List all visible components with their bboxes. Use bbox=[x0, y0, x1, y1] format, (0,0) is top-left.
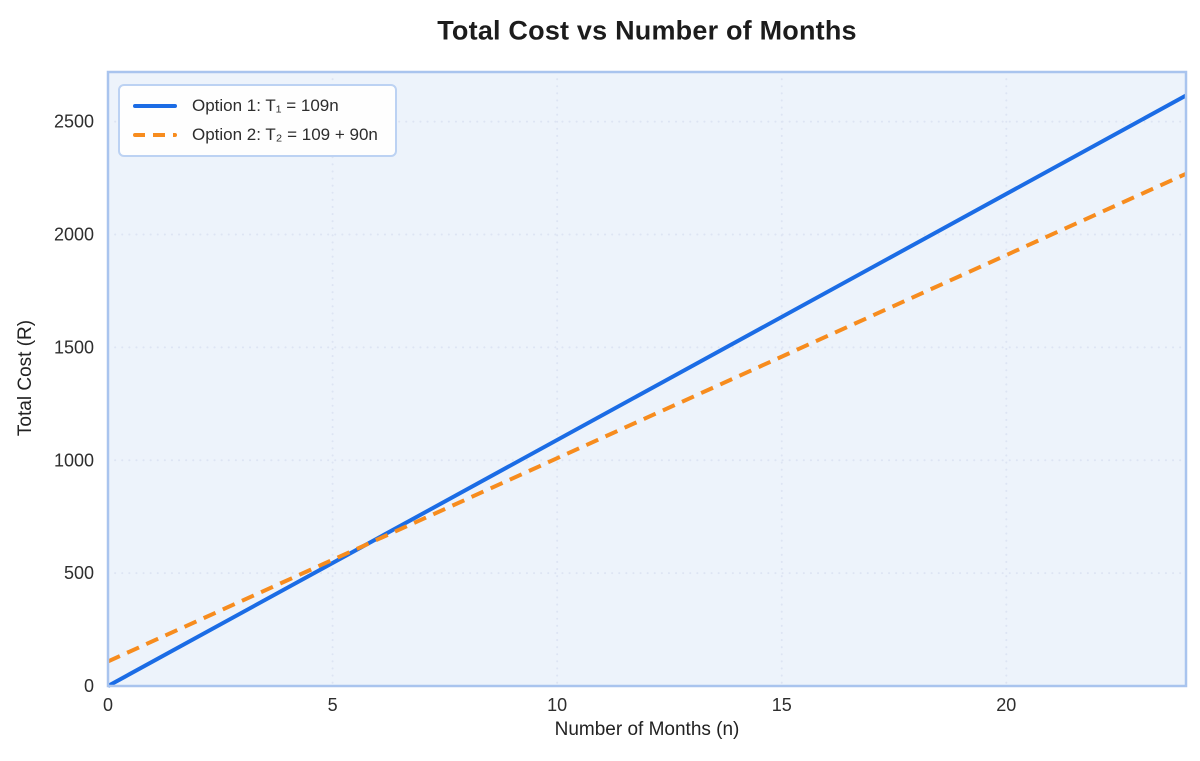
legend-dashed-line-swatch bbox=[133, 133, 177, 137]
svg-text:0: 0 bbox=[103, 695, 113, 715]
svg-text:2500: 2500 bbox=[54, 112, 94, 132]
legend-item-option1: Option 1: T₁ = 109n bbox=[133, 96, 378, 116]
svg-text:2000: 2000 bbox=[54, 225, 94, 245]
svg-text:15: 15 bbox=[772, 695, 792, 715]
svg-text:10: 10 bbox=[547, 695, 567, 715]
svg-text:500: 500 bbox=[64, 563, 94, 583]
svg-text:1000: 1000 bbox=[54, 450, 94, 470]
legend-label-option1: Option 1: T₁ = 109n bbox=[192, 96, 339, 115]
legend-solid-line-swatch bbox=[133, 104, 177, 108]
svg-text:5: 5 bbox=[328, 695, 338, 715]
svg-text:20: 20 bbox=[996, 695, 1016, 715]
x-axis-label: Number of Months (n) bbox=[554, 719, 740, 740]
legend: Option 1: T₁ = 109n Option 2: T₂ = 109 +… bbox=[118, 84, 397, 157]
svg-text:1500: 1500 bbox=[54, 337, 94, 357]
y-axis-label: Total Cost (R) bbox=[15, 319, 36, 437]
legend-label-option2: Option 2: T₂ = 109 + 90n bbox=[192, 125, 378, 144]
legend-item-option2: Option 2: T₂ = 109 + 90n bbox=[133, 125, 378, 145]
svg-text:0: 0 bbox=[84, 676, 94, 696]
chart-title: Total Cost vs Number of Months bbox=[437, 15, 857, 46]
